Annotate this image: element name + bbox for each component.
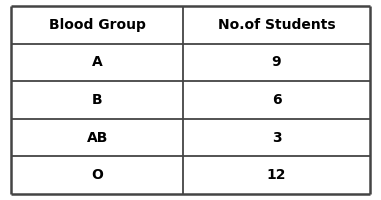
Text: 12: 12 — [267, 168, 286, 182]
Text: O: O — [91, 168, 103, 182]
Text: 6: 6 — [272, 93, 281, 107]
Text: Blood Group: Blood Group — [49, 18, 146, 32]
Text: AB: AB — [87, 131, 108, 145]
Text: A: A — [92, 55, 103, 69]
Text: 3: 3 — [272, 131, 281, 145]
Text: B: B — [92, 93, 103, 107]
Text: 9: 9 — [272, 55, 281, 69]
Text: No.of Students: No.of Students — [218, 18, 335, 32]
